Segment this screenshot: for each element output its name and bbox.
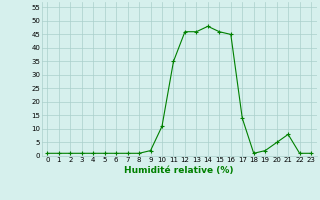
X-axis label: Humidité relative (%): Humidité relative (%) [124,166,234,175]
